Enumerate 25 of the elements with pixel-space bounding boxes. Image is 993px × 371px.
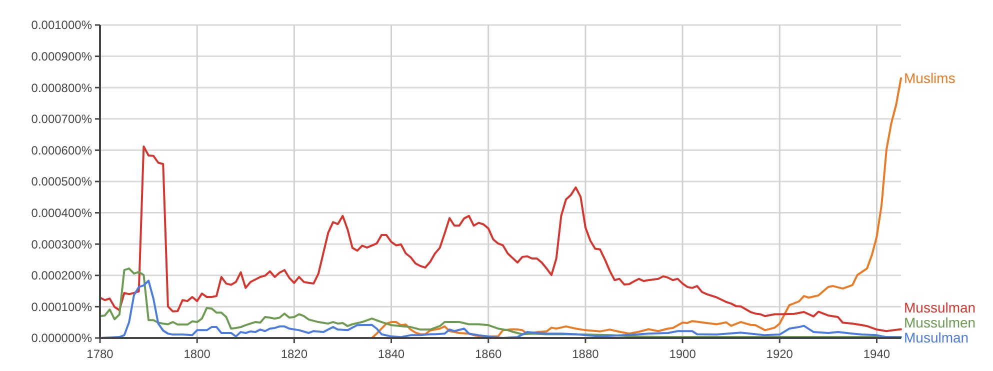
y-tick-label: 0.000400% [31, 206, 92, 220]
x-tick-label: 1900 [669, 347, 696, 361]
x-tick-label: 1820 [280, 347, 308, 361]
y-tick-label: 0.001000% [31, 18, 92, 32]
x-tick-label: 1940 [863, 347, 890, 361]
y-tick-label: 0.000700% [31, 112, 92, 126]
line-series [99, 145, 902, 332]
series-label: Mussulmen [904, 314, 976, 330]
y-tick-label: 0.000800% [31, 80, 92, 95]
x-tick-label: 1860 [475, 347, 502, 361]
x-tick-label: 1840 [378, 347, 405, 361]
y-tick-label: 0.000000% [31, 331, 92, 346]
series-label: Mussulman [904, 299, 976, 316]
y-tick-label: 0.000100% [31, 300, 92, 314]
y-tick-label: 0.000200% [31, 268, 92, 283]
y-tick-label: 0.000900% [31, 50, 92, 64]
series-label: Muslims [904, 70, 956, 86]
x-tick-label: 1880 [572, 347, 600, 361]
x-tick-label: 1780 [86, 347, 114, 361]
x-tick-label: 1920 [766, 347, 794, 361]
y-tick-label: 0.000600% [31, 143, 92, 158]
series-label: Musulman [904, 329, 969, 346]
y-tick-label: 0.000300% [31, 237, 92, 252]
y-tick-label: 0.000500% [31, 174, 92, 189]
x-tick-label: 1800 [184, 347, 211, 361]
